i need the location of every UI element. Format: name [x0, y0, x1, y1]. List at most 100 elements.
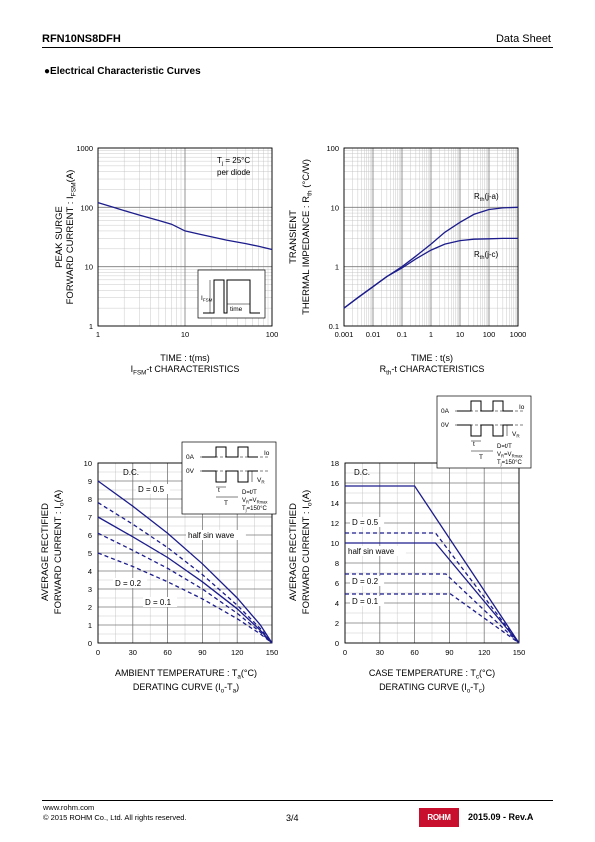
x-tick-label: 60 — [410, 648, 418, 657]
inset-0a-label: 0A — [186, 454, 195, 461]
inset-0a-label: 0A — [441, 408, 450, 415]
tc-xlabel: CASE TEMPERATURE : Tc(°C) — [369, 668, 495, 680]
label-background — [143, 597, 178, 607]
ifsm-ylabel-1: PEAK SURGE — [54, 206, 65, 268]
ifsm-caption: IFSM-t CHARACTERISTICS — [131, 364, 240, 376]
ifsm-ylabel-2: FORWARD CURRENT : IFSM(A) — [65, 170, 77, 305]
y-tick-label: 12 — [331, 519, 339, 528]
derate-ta-curve-label-2: half sin wave — [188, 531, 235, 540]
current-waveform — [202, 446, 258, 458]
y-tick-label: 8 — [88, 495, 92, 504]
rth-caption: Rth-t CHARACTERISTICS — [380, 364, 485, 376]
inset-period-label: T — [479, 454, 483, 461]
x-tick-label: 90 — [445, 648, 453, 657]
y-tick-label: 1 — [335, 263, 339, 272]
label-background — [346, 546, 406, 556]
plot-frame — [97, 147, 273, 327]
y-tick-label: 2 — [88, 603, 92, 612]
rth-ylabel-1: TRANSIENT — [288, 210, 299, 264]
y-tick-label: 0.1 — [329, 322, 339, 331]
inset-vr-label: VR — [257, 477, 265, 485]
y-tick-label: 0 — [88, 639, 92, 648]
page-number: 3/4 — [286, 813, 299, 823]
x-tick-label: 10 — [456, 330, 464, 339]
inset-io-label: Io — [264, 450, 270, 457]
inset-ifsm-label: IFSM — [201, 295, 213, 303]
ta-ylabel-2: FORWARD CURRENT : Io(A) — [53, 490, 65, 614]
rth-series-1 — [343, 237, 518, 309]
x-tick-label: 60 — [163, 648, 171, 657]
section-title: ●Electrical Characteristic Curves — [44, 66, 201, 77]
x-tick-label: 0.001 — [335, 330, 354, 339]
derate-tc-series-3 — [345, 573, 520, 644]
ifsm-xlabel: TIME : t(ms) — [160, 353, 210, 363]
pulse-waveform — [203, 279, 260, 314]
rth-ja-label: Rth(j-a) — [474, 192, 499, 203]
inset-duty-label: D=t/T — [497, 444, 512, 450]
x-tick-label: 150 — [266, 648, 279, 657]
y-tick-label: 4 — [335, 599, 339, 608]
derate-tc-curve-label-3: D = 0.2 — [352, 577, 379, 586]
x-tick-label: 150 — [513, 648, 526, 657]
derate-tc-curve-label-0: D.C. — [354, 468, 370, 477]
part-number: RFN10NS8DFH — [42, 33, 121, 45]
inset-time-label: time — [230, 306, 243, 313]
label-background — [186, 530, 246, 540]
rth-jc-label: Rth(j-c) — [474, 250, 499, 261]
revision: 2015.09 - Rev.A — [468, 812, 534, 822]
rohm-logo: ROHM — [419, 808, 459, 827]
derate-ta-series-0 — [97, 480, 273, 644]
derate-ta-curve-label-0: D.C. — [123, 468, 139, 477]
label-background — [136, 484, 171, 494]
y-tick-label: 8 — [335, 559, 339, 568]
derate-ta-chart: 0 30 60 90 120 150 0 1 2 3 4 5 6 7 8 9 10 D.C. D = 0.5 half… — [40, 441, 279, 694]
y-tick-label: 18 — [331, 459, 339, 468]
y-tick-label: 10 — [84, 459, 92, 468]
y-tick-label: 100 — [326, 144, 339, 153]
voltage-waveform — [202, 470, 258, 483]
label-background — [350, 576, 385, 586]
tc-ylabel-1: AVERAGE RECTIFIED — [288, 503, 299, 601]
y-tick-label: 10 — [331, 539, 339, 548]
footer-url[interactable]: www.rohm.com — [43, 803, 95, 812]
inset-frame — [436, 395, 532, 469]
x-tick-label: 120 — [478, 648, 491, 657]
x-tick-label: 0.01 — [366, 330, 381, 339]
x-tick-label: 1 — [96, 330, 100, 339]
inset-frame — [181, 441, 277, 515]
inset-t-label: t — [218, 487, 220, 494]
derate-tc-chart: 0 30 60 90 120 150 0 2 4 6 8 10 12 14 16 18 D.C. D = 0.5 h… — [288, 395, 532, 694]
derate-tc-curve-label-1: D = 0.5 — [352, 518, 379, 527]
y-tick-label: 0 — [335, 639, 339, 648]
derate-ta-curve-label-3: D = 0.2 — [115, 579, 142, 588]
y-tick-label: 7 — [88, 513, 92, 522]
rth-ylabel-2: THERMAL IMPEDANCE : Rth (°C/W) — [301, 159, 313, 315]
x-tick-label: 1 — [429, 330, 433, 339]
ta-ylabel-1: AVERAGE RECTIFIED — [40, 503, 51, 601]
derate-ta-series-3 — [97, 532, 273, 644]
rth-chart: 0.001 0.01 0.1 1 10 100 1000 0.1 1 10 100 TRANSIENT… — [288, 144, 526, 376]
x-tick-label: 0.1 — [397, 330, 407, 339]
per-diode-annotation: per diode — [217, 168, 251, 177]
x-tick-label: 0 — [96, 648, 100, 657]
rth-xlabel: TIME : t(s) — [411, 353, 453, 363]
x-tick-label: 100 — [483, 330, 496, 339]
inset-vrmax-label: VR=VRmax — [497, 452, 523, 459]
y-tick-label: 1000 — [76, 144, 93, 153]
plot-frame — [344, 462, 520, 644]
derate-ta-series-2 — [97, 516, 273, 644]
derate-ta-curve-label-1: D = 0.5 — [138, 485, 165, 494]
label-background — [350, 517, 385, 527]
x-tick-label: 0 — [343, 648, 347, 657]
plot-frame — [343, 147, 519, 327]
y-tick-label: 9 — [88, 477, 92, 486]
derate-tc-curve-label-2: half sin wave — [348, 547, 395, 556]
inset-period-label: T — [224, 500, 228, 507]
derate-tc-curve-label-4: D = 0.1 — [352, 597, 379, 606]
ifsm-chart: 1 10 100 1 10 100 1000 PEAK SURGE FORWARD CURREN… — [54, 144, 278, 376]
derate-ta-series-1 — [97, 502, 273, 644]
x-tick-label: 30 — [129, 648, 137, 657]
inset-0v-label: 0V — [441, 422, 450, 429]
label-background — [350, 596, 385, 606]
